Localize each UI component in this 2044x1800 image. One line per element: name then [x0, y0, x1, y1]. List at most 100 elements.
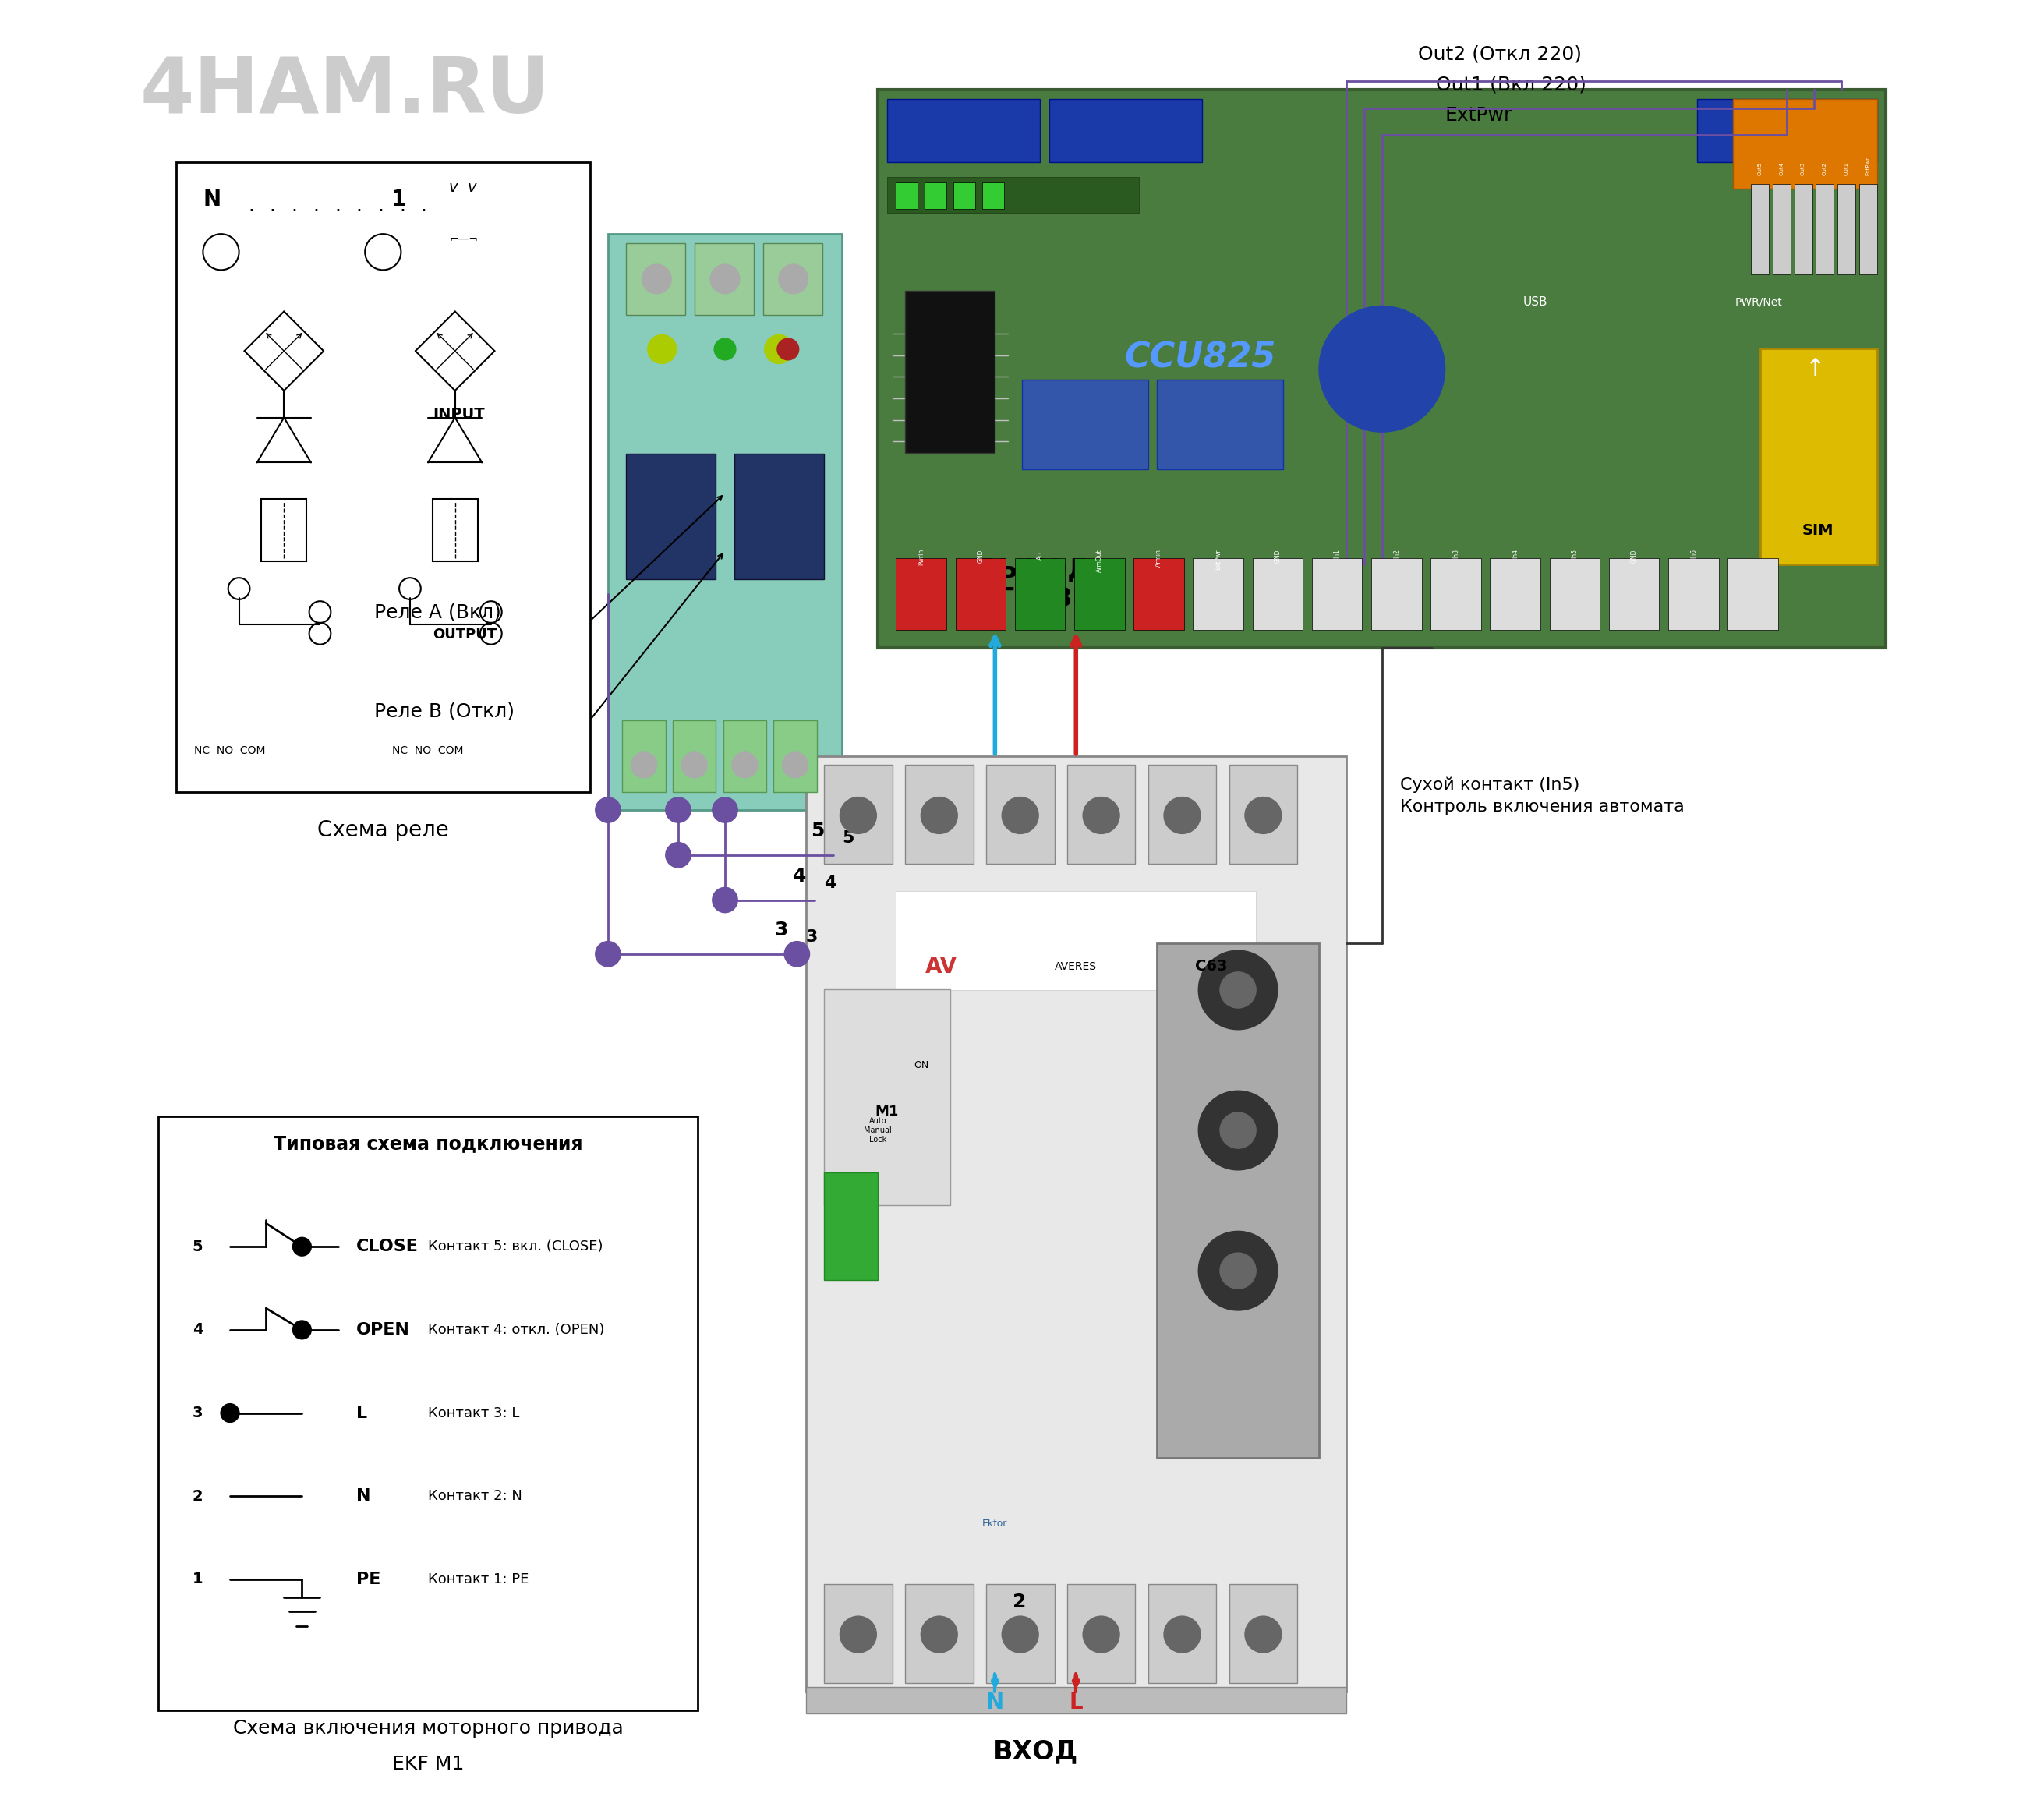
Bar	[1014, 558, 1065, 630]
Circle shape	[666, 842, 691, 868]
Circle shape	[292, 1321, 311, 1339]
Bar	[895, 558, 946, 630]
Text: Armin: Armin	[1155, 549, 1163, 567]
Circle shape	[1318, 306, 1445, 432]
Bar	[1372, 558, 1421, 630]
Text: ВЫХОД
НАГРУЗКА: ВЫХОД НАГРУЗКА	[957, 556, 1114, 612]
Text: PWR/Net: PWR/Net	[1735, 297, 1782, 308]
Text: ↑: ↑	[1805, 358, 1825, 380]
Text: M1: M1	[875, 1105, 899, 1118]
Text: NC  NO  COM: NC NO COM	[392, 745, 464, 756]
Bar	[1312, 558, 1361, 630]
Bar	[824, 990, 950, 1206]
Circle shape	[1198, 1231, 1278, 1310]
Text: Ekfor: Ekfor	[983, 1519, 1008, 1528]
Text: ·: ·	[378, 202, 384, 220]
Circle shape	[764, 335, 793, 364]
Circle shape	[783, 752, 807, 778]
Circle shape	[1220, 972, 1255, 1008]
Text: L: L	[1069, 1692, 1083, 1714]
Text: ·: ·	[247, 202, 253, 220]
Text: GND: GND	[1273, 549, 1282, 563]
Bar	[1431, 558, 1482, 630]
Bar	[607, 234, 842, 810]
Bar	[983, 182, 1004, 209]
Circle shape	[922, 1616, 957, 1652]
Text: v  v: v v	[450, 180, 476, 194]
Circle shape	[292, 1238, 311, 1256]
Bar	[905, 765, 973, 864]
Text: Реле B (Откл): Реле B (Откл)	[374, 702, 515, 720]
Text: INPUT: INPUT	[433, 407, 484, 421]
Text: Out5: Out5	[1758, 162, 1762, 175]
Circle shape	[785, 941, 809, 967]
Text: N: N	[356, 1489, 370, 1505]
Text: OPEN: OPEN	[356, 1321, 409, 1337]
Bar	[1609, 558, 1660, 630]
Circle shape	[840, 797, 877, 833]
Text: SIM: SIM	[1803, 524, 1833, 538]
Text: Out2 (Откл 220): Out2 (Откл 220)	[1419, 45, 1582, 63]
Bar	[887, 176, 1139, 212]
Circle shape	[632, 752, 656, 778]
Text: Контакт 2: N: Контакт 2: N	[427, 1489, 521, 1503]
Circle shape	[711, 265, 740, 293]
Bar	[762, 243, 822, 315]
Text: 2: 2	[1014, 1593, 1026, 1611]
Bar	[1668, 558, 1719, 630]
Text: 2: 2	[192, 1489, 202, 1503]
Text: In3: In3	[1453, 549, 1459, 558]
Bar	[1228, 1584, 1298, 1683]
Text: Acc: Acc	[1036, 549, 1044, 560]
Text: 1: 1	[390, 189, 407, 211]
Bar	[905, 290, 995, 452]
Text: CLOSE: CLOSE	[356, 1238, 419, 1255]
Bar	[1727, 558, 1778, 630]
Circle shape	[713, 338, 736, 360]
Text: ВХОД: ВХОД	[993, 1739, 1077, 1764]
Bar	[625, 454, 715, 580]
Circle shape	[1002, 1616, 1038, 1652]
Text: 5: 5	[842, 830, 854, 846]
Bar	[1149, 765, 1216, 864]
Bar	[433, 499, 478, 562]
Text: Контакт 1: PE: Контакт 1: PE	[427, 1573, 529, 1586]
Circle shape	[666, 797, 691, 823]
Text: Out1: Out1	[1844, 162, 1848, 175]
Bar	[985, 765, 1055, 864]
Circle shape	[1245, 797, 1282, 833]
Circle shape	[595, 797, 621, 823]
Bar	[1697, 99, 1876, 162]
Bar	[1194, 558, 1243, 630]
Circle shape	[221, 1404, 239, 1422]
Text: 4: 4	[824, 875, 836, 891]
Bar	[924, 182, 946, 209]
Text: 5: 5	[192, 1238, 202, 1255]
Bar	[1838, 184, 1856, 274]
Bar	[157, 1116, 697, 1710]
Circle shape	[1165, 1616, 1200, 1652]
Bar	[1815, 184, 1833, 274]
Text: Auto
Manual
Lock: Auto Manual Lock	[865, 1118, 891, 1143]
Text: N: N	[202, 189, 221, 211]
Bar	[824, 1172, 879, 1280]
Text: L: L	[356, 1406, 368, 1420]
Bar	[695, 243, 754, 315]
Bar	[1075, 558, 1124, 630]
Text: Схема включения моторного привода: Схема включения моторного привода	[233, 1719, 623, 1737]
Bar	[905, 1584, 973, 1683]
Bar	[773, 720, 818, 792]
Bar	[176, 162, 591, 792]
Bar	[887, 99, 1040, 162]
Text: 3: 3	[775, 922, 789, 940]
Text: Типовая схема подключения: Типовая схема подключения	[274, 1134, 583, 1152]
Circle shape	[642, 265, 670, 293]
Bar	[955, 558, 1006, 630]
Text: ExtPwr: ExtPwr	[1214, 549, 1222, 569]
Circle shape	[840, 1616, 877, 1652]
Text: ⌐—¬: ⌐—¬	[450, 234, 478, 245]
Text: In2: In2	[1392, 549, 1400, 558]
Circle shape	[1198, 1091, 1278, 1170]
Circle shape	[713, 887, 738, 913]
Bar	[262, 499, 307, 562]
